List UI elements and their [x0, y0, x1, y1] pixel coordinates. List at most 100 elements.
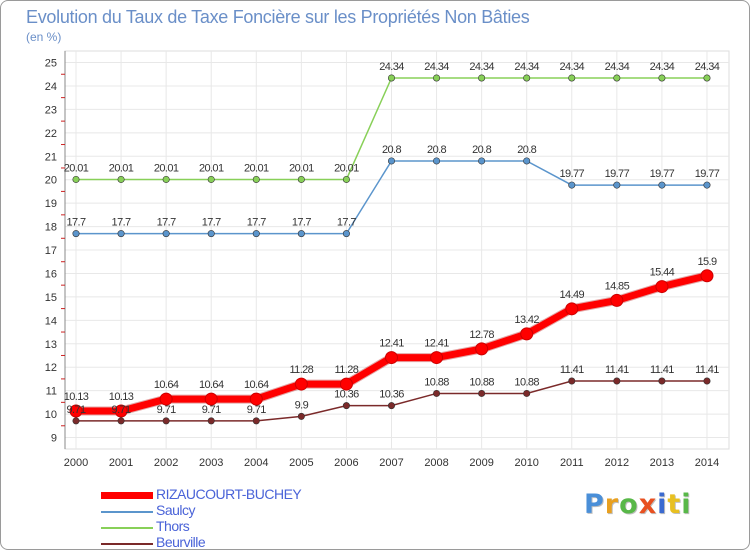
- y-tick-label: 9: [51, 433, 57, 445]
- data-point-saulcy: [658, 181, 666, 189]
- x-tick-label: 2008: [424, 457, 448, 469]
- y-tick-label: 10: [45, 409, 57, 421]
- chart-title: Evolution du Taux de Taxe Foncière sur l…: [26, 7, 530, 27]
- data-point-rizaucourt-buchey: [700, 269, 714, 283]
- legend-swatch-beurville: [101, 543, 153, 545]
- data-label-beurville: 9.71: [112, 404, 131, 416]
- data-label-rizaucourt-buchey: 10.64: [244, 379, 269, 391]
- data-label-rizaucourt-buchey: 11.28: [289, 364, 313, 376]
- y-tick-label: 14: [45, 315, 57, 327]
- data-point-beurville: [162, 417, 170, 425]
- proxiti-logo: Proxiti: [584, 489, 692, 520]
- data-label-beurville: 10.36: [379, 389, 404, 401]
- data-label-rizaucourt-buchey: 10.64: [199, 379, 224, 391]
- data-point-beurville: [387, 402, 395, 410]
- data-label-beurville: 9.71: [202, 404, 221, 416]
- data-point-thors: [387, 74, 395, 82]
- data-label-beurville: 9.71: [66, 404, 85, 416]
- y-tick-label: 13: [45, 339, 57, 351]
- y-tick-label: 23: [45, 104, 57, 116]
- data-label-rizaucourt-buchey: 13.42: [514, 314, 539, 326]
- data-label-saulcy: 19.77: [650, 168, 675, 180]
- data-label-thors: 24.34: [379, 61, 404, 73]
- data-point-thors: [297, 175, 305, 183]
- x-tick-label: 2002: [154, 457, 178, 469]
- data-label-rizaucourt-buchey: 14.85: [605, 280, 630, 292]
- data-point-saulcy: [523, 157, 531, 165]
- logo-letter: P: [584, 489, 605, 520]
- data-point-rizaucourt-buchey: [475, 342, 489, 356]
- data-point-beurville: [523, 389, 531, 397]
- x-tick-label: 2000: [64, 457, 88, 469]
- data-point-thors: [117, 175, 125, 183]
- data-label-rizaucourt-buchey: 10.64: [154, 379, 179, 391]
- legend-label-thors: Thors: [156, 518, 190, 534]
- data-point-rizaucourt-buchey: [294, 377, 308, 391]
- logo-letter: i: [681, 489, 692, 520]
- legend-label-saulcy: Saulcy: [156, 502, 196, 518]
- data-label-beurville: 11.41: [605, 364, 629, 376]
- data-point-thors: [72, 175, 80, 183]
- legend-swatch-thors: [101, 527, 153, 529]
- y-axis-unit: (en %): [26, 30, 62, 44]
- data-label-saulcy: 20.8: [472, 144, 491, 156]
- data-point-saulcy: [297, 230, 305, 238]
- logo-letter: i: [657, 489, 668, 520]
- data-label-thors: 24.34: [560, 61, 585, 73]
- data-point-saulcy: [613, 181, 621, 189]
- data-point-rizaucourt-buchey: [610, 293, 624, 307]
- data-point-rizaucourt-buchey: [520, 327, 534, 341]
- data-label-thors: 24.34: [695, 61, 720, 73]
- data-label-beurville: 9.71: [157, 404, 176, 416]
- data-point-beurville: [207, 417, 215, 425]
- x-tick-label: 2003: [199, 457, 223, 469]
- x-tick-label: 2007: [379, 457, 403, 469]
- data-point-beurville: [703, 377, 711, 385]
- data-point-thors: [478, 74, 486, 82]
- data-point-rizaucourt-buchey: [114, 404, 128, 418]
- data-point-saulcy: [433, 157, 441, 165]
- data-point-thors: [162, 175, 170, 183]
- data-label-beurville: 11.41: [695, 364, 719, 376]
- data-label-saulcy: 17.7: [202, 217, 221, 229]
- data-label-thors: 24.34: [650, 61, 675, 73]
- y-tick-label: 22: [45, 128, 57, 140]
- data-label-rizaucourt-buchey: 10.13: [109, 391, 134, 403]
- data-point-saulcy: [387, 157, 395, 165]
- data-point-thors: [252, 175, 260, 183]
- data-label-rizaucourt-buchey: 10.13: [64, 391, 89, 403]
- x-tick-label: 2013: [650, 457, 674, 469]
- data-label-beurville: 10.88: [424, 376, 449, 388]
- data-point-rizaucourt-buchey: [204, 392, 218, 406]
- data-label-thors: 20.01: [109, 162, 134, 174]
- data-point-saulcy: [162, 230, 170, 238]
- data-label-beurville: 11.41: [650, 364, 674, 376]
- x-tick-label: 2004: [244, 457, 268, 469]
- data-point-thors: [207, 175, 215, 183]
- data-label-saulcy: 17.7: [66, 217, 85, 229]
- y-tick-label: 16: [45, 268, 57, 280]
- data-label-saulcy: 20.8: [427, 144, 446, 156]
- y-tick-label: 21: [45, 151, 57, 163]
- data-point-saulcy: [342, 230, 350, 238]
- data-label-thors: 24.34: [514, 61, 539, 73]
- y-tick-label: 11: [46, 386, 57, 398]
- data-label-thors: 20.01: [289, 162, 314, 174]
- data-point-thors: [613, 74, 621, 82]
- data-label-saulcy: 19.77: [560, 168, 585, 180]
- data-label-rizaucourt-buchey: 12.41: [424, 338, 449, 350]
- data-label-saulcy: 17.7: [247, 217, 266, 229]
- data-label-thors: 20.01: [199, 162, 224, 174]
- data-point-beurville: [613, 377, 621, 385]
- data-label-saulcy: 17.7: [292, 217, 311, 229]
- x-tick-label: 2010: [514, 457, 538, 469]
- y-tick-label: 19: [45, 198, 57, 210]
- data-point-beurville: [658, 377, 666, 385]
- data-label-saulcy: 19.77: [605, 168, 630, 180]
- y-tick-label: 18: [45, 222, 57, 234]
- data-point-beurville: [342, 402, 350, 410]
- data-label-thors: 24.34: [605, 61, 630, 73]
- data-label-thors: 20.01: [154, 162, 179, 174]
